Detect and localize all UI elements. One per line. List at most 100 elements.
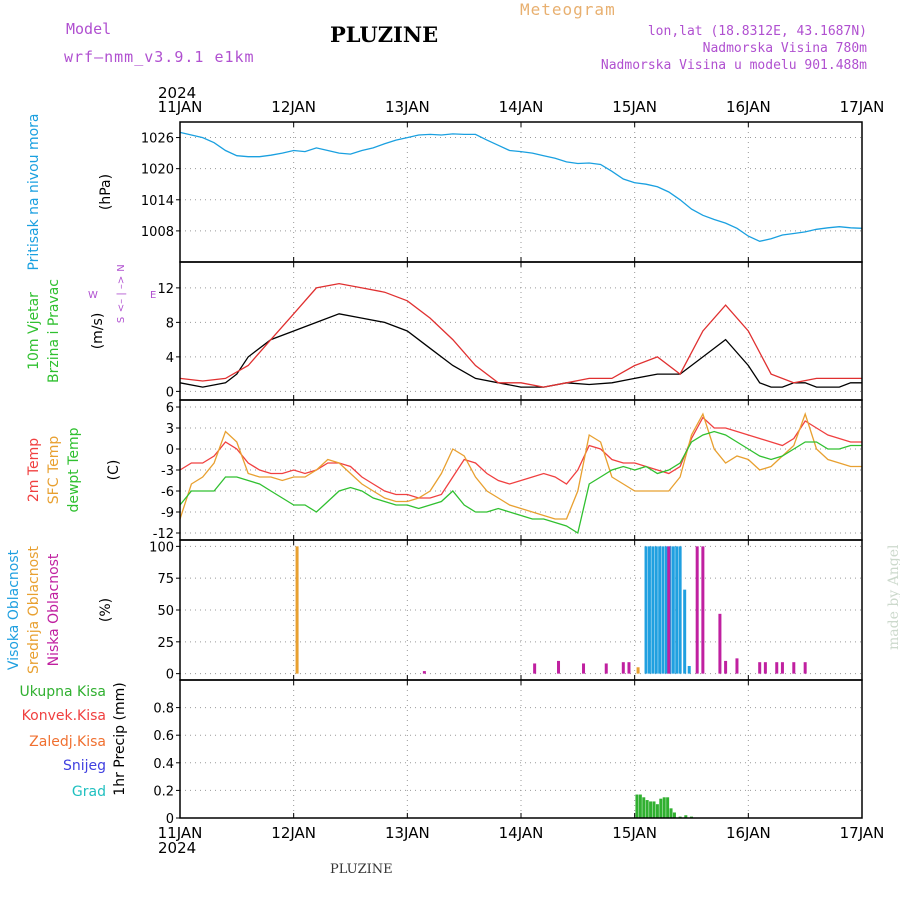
y-axis-title: Brzina i Pravac <box>46 279 62 383</box>
y-tick-label: 4 <box>166 351 174 366</box>
y-axis-title: SFC Temp <box>46 436 62 505</box>
y-tick-label: -9 <box>161 506 174 521</box>
bar <box>295 546 299 674</box>
panel-4: 0 0.2 0.4 0.6 0.8 Ukupna Kisa Konvek.Kisa Zaled… <box>19 679 863 827</box>
bar <box>651 546 655 674</box>
bar <box>627 662 631 674</box>
y-axis-title: 10m Vjetar <box>26 292 42 370</box>
y-axis-title: (%) <box>98 598 114 622</box>
y-axis-title: dewpt Temp <box>66 427 82 512</box>
bar <box>652 801 656 818</box>
bar <box>422 671 426 674</box>
bar <box>678 546 682 674</box>
bar <box>775 662 779 674</box>
bar <box>636 667 640 674</box>
wind-key-n: N <box>116 264 127 271</box>
lonlat-label: lon,lat (18.8312E, 43.1687N) <box>647 24 867 39</box>
bar <box>659 798 663 818</box>
bar <box>649 801 653 818</box>
bar <box>667 546 671 674</box>
y-tick-label: 100 <box>149 540 174 555</box>
y-tick-label: -6 <box>161 485 174 500</box>
date-label-top: 17JAN <box>840 98 885 116</box>
date-label-top: 12JAN <box>271 98 316 116</box>
series-line <box>179 416 862 499</box>
panel-frame <box>179 679 863 819</box>
date-label-top: 13JAN <box>385 98 430 116</box>
y-axis-title: (C) <box>106 460 122 481</box>
date-label-bottom: 11JAN <box>158 824 203 842</box>
panel-2: -12 -9 -6 -3 0 3 6 2m Temp SFC Temp dewpt Temp (C) <box>26 399 863 542</box>
y-tick-label: 1026 <box>141 132 174 147</box>
bar <box>803 662 807 674</box>
date-label-bottom: 15JAN <box>612 824 657 842</box>
y-tick-label: 0.4 <box>153 757 174 772</box>
meteogram-label: Meteogram <box>520 0 616 19</box>
model-label: Model <box>66 20 112 38</box>
y-tick-label: 75 <box>157 572 174 587</box>
y-tick-label: 12 <box>157 282 174 297</box>
bar <box>533 663 537 674</box>
date-label-top: 11JAN <box>158 98 203 116</box>
panel-1: 0 4 8 12 10m Vjetar Brzina i Pravac (m/s) <box>26 261 863 401</box>
y-axis-title: 1hr Precip (mm) <box>112 682 128 795</box>
y-tick-label: 0.8 <box>153 702 174 717</box>
date-label-bottom: 13JAN <box>385 824 430 842</box>
bar <box>780 662 784 674</box>
y-axis-title: Niska Oblacnost <box>46 553 62 666</box>
y-tick-label: 0 <box>166 668 174 683</box>
bar <box>638 794 642 818</box>
y-axis-title: (m/s) <box>90 313 106 350</box>
wind-key-arrow: <– | –> <box>116 276 127 312</box>
series-line <box>179 430 862 535</box>
y-tick-label: 0 <box>166 385 174 400</box>
bar <box>655 804 659 818</box>
y-tick-label: 0.2 <box>153 784 174 799</box>
series-line <box>179 131 863 242</box>
bar <box>763 662 767 674</box>
bar <box>661 546 665 674</box>
bar <box>666 797 670 818</box>
precip-legend-label: Zaledj.Kisa <box>29 734 106 750</box>
bar <box>644 546 648 674</box>
wind-key-w: W <box>88 290 98 301</box>
date-label-top: 16JAN <box>726 98 771 116</box>
altitude-label: Nadmorska Visina 780m <box>702 41 867 56</box>
y-axis-title: (hPa) <box>98 174 114 210</box>
y-axis-title: Pritisak na nivou mora <box>26 113 42 270</box>
bar <box>792 662 796 674</box>
bar <box>675 546 679 674</box>
y-tick-label: 6 <box>166 401 174 416</box>
bar <box>621 662 625 674</box>
panel-3: 0 25 50 75 100 Visoka Oblacnost Srednja Oblacn… <box>6 539 863 683</box>
year-bottom: 2024 <box>158 839 197 857</box>
y-tick-label: 0 <box>166 443 174 458</box>
y-tick-label: 1020 <box>141 163 174 178</box>
wind-key-s: S <box>116 317 127 323</box>
y-axis-title: 2m Temp <box>26 438 42 502</box>
wind-key-e: E <box>150 290 156 301</box>
bar <box>642 797 646 818</box>
bar <box>658 546 662 674</box>
y-tick-label: 50 <box>157 604 174 619</box>
date-label-top: 14JAN <box>499 98 544 116</box>
bar <box>664 546 668 674</box>
bar <box>724 660 728 674</box>
bar <box>582 663 586 674</box>
y-tick-label: 0.6 <box>153 729 174 744</box>
bar <box>695 546 699 674</box>
series-line <box>179 411 862 520</box>
bar <box>669 808 673 818</box>
y-tick-label: 0 <box>166 812 174 827</box>
bar <box>672 812 676 818</box>
bar <box>647 546 651 674</box>
date-label-top: 15JAN <box>612 98 657 116</box>
y-tick-label: 1014 <box>141 194 174 209</box>
y-tick-label: 8 <box>166 316 174 331</box>
y-axis-title: Visoka Oblacnost <box>6 549 22 670</box>
date-label-bottom: 16JAN <box>726 824 771 842</box>
bar <box>654 546 658 674</box>
series-line <box>179 282 862 388</box>
y-tick-label: 3 <box>166 422 174 437</box>
